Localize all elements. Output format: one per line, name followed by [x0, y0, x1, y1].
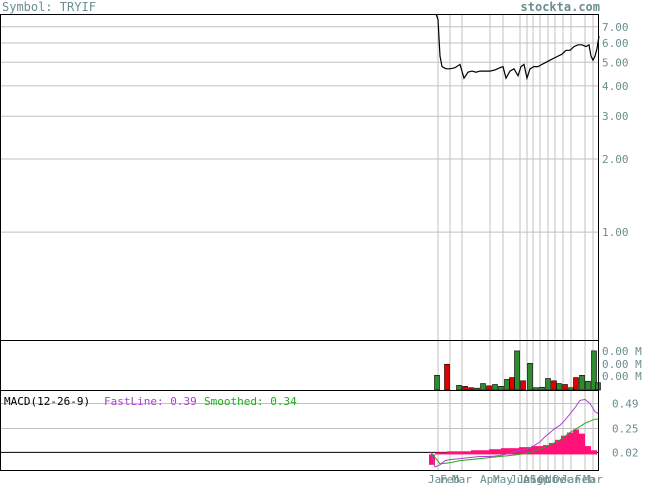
- macd-histogram-bar: [585, 446, 591, 455]
- x-tick-label: Dec: [553, 473, 573, 486]
- volume-bar: [545, 378, 551, 391]
- macd-tick-label: 0.25: [612, 422, 639, 435]
- volume-bar: [573, 377, 579, 391]
- volume-bar: [568, 387, 574, 391]
- volume-bar: [486, 385, 492, 391]
- volume-bar: [474, 387, 480, 391]
- price-tick-label: 3.00: [602, 110, 629, 123]
- x-tick-label: Aug: [523, 473, 543, 486]
- volume-bar: [520, 380, 526, 391]
- price-line: [435, 13, 600, 81]
- volume-tick-label: 0.00 M: [602, 370, 642, 383]
- macd-fastline: [430, 398, 600, 468]
- macd-histogram-bar: [447, 451, 453, 455]
- macd-histogram-bar: [531, 446, 537, 455]
- macd-panel-frame: [0, 390, 599, 471]
- macd-histogram-bar: [507, 448, 513, 455]
- macd-histogram-bar: [477, 450, 483, 455]
- volume-bar: [556, 383, 562, 391]
- macd-smoothed-line: [430, 418, 599, 465]
- macd-histogram-bar: [561, 435, 567, 455]
- macd-histogram-bar: [519, 447, 525, 455]
- macd-label: MACD(12-26-9): [4, 395, 90, 408]
- volume-bar: [504, 379, 510, 391]
- macd-histogram-bar: [465, 451, 471, 455]
- price-tick-label: 5.00: [602, 56, 629, 69]
- price-tick-label: 1.00: [602, 226, 629, 239]
- symbol-label: Symbol: TRYIF: [2, 0, 96, 14]
- price-panel-frame: [0, 14, 599, 341]
- volume-bar: [551, 380, 557, 391]
- macd-fastline-label: FastLine: 0.39: [104, 395, 197, 408]
- macd-histogram-bar: [453, 451, 459, 455]
- macd-histogram-bar: [555, 439, 561, 455]
- x-tick-label: Feb: [440, 473, 460, 486]
- x-tick-label: Jan: [428, 473, 448, 486]
- x-tick-label: Apr: [480, 473, 500, 486]
- price-tick-label: 6.00: [602, 37, 629, 50]
- x-tick-label: Feb: [575, 473, 595, 486]
- volume-bar: [498, 386, 504, 391]
- macd-histogram-bar: [579, 433, 585, 455]
- volume-tick-label: 0.00 M: [602, 358, 642, 371]
- macd-histogram-bar: [567, 432, 573, 455]
- macd-histogram-bar: [435, 452, 441, 455]
- volume-bar: [462, 386, 468, 391]
- macd-histogram-bar: [489, 449, 495, 455]
- x-tick-label: Oct: [538, 473, 558, 486]
- macd-histogram-bar: [501, 448, 507, 455]
- x-tick-label: Jan: [561, 473, 581, 486]
- x-tick-label: Jul: [517, 473, 537, 486]
- volume-bar: [456, 385, 462, 391]
- macd-tick-label: 0.02: [612, 446, 639, 459]
- macd-histogram-bar: [591, 450, 597, 455]
- macd-histogram-bar: [441, 452, 447, 455]
- macd-histogram-bar: [573, 429, 579, 455]
- macd-histogram-bar: [525, 447, 531, 455]
- volume-bar: [514, 350, 520, 391]
- macd-histogram-bar: [495, 449, 501, 455]
- macd-histogram-bar: [483, 450, 489, 455]
- volume-bar: [492, 384, 498, 391]
- x-tick-label: May: [493, 473, 513, 486]
- site-watermark[interactable]: stockta.com: [520, 0, 600, 14]
- price-tick-label: 4.00: [602, 80, 629, 93]
- volume-bar: [527, 363, 533, 391]
- macd-histogram-bar: [549, 442, 555, 455]
- macd-tick-label: 0.49: [612, 398, 639, 411]
- macd-histogram-bar: [543, 445, 549, 455]
- volume-bar: [509, 377, 515, 391]
- volume-bar: [434, 374, 440, 391]
- macd-histogram-bar: [471, 450, 477, 455]
- x-tick-label: Sep: [530, 473, 550, 486]
- x-tick-label: Jun: [510, 473, 530, 486]
- x-tick-label: Mar: [583, 473, 603, 486]
- x-tick-label: Mar: [452, 473, 472, 486]
- volume-bar: [480, 383, 486, 391]
- volume-bar: [585, 380, 591, 391]
- price-tick-label: 7.00: [602, 21, 629, 34]
- macd-histogram-bar: [429, 454, 435, 465]
- volume-bar: [539, 386, 545, 391]
- volume-bar: [533, 387, 539, 391]
- x-tick-label: Nov: [545, 473, 565, 486]
- volume-tick-label: 0.00 M: [602, 345, 642, 358]
- volume-bar: [579, 374, 585, 391]
- macd-histogram-bar: [537, 446, 543, 455]
- volume-bar: [562, 384, 568, 391]
- volume-bar: [468, 387, 474, 391]
- volume-bar: [444, 363, 450, 391]
- price-tick-label: 2.00: [602, 153, 629, 166]
- macd-smoothed-label: Smoothed: 0.34: [204, 395, 297, 408]
- macd-histogram-bar: [459, 451, 465, 455]
